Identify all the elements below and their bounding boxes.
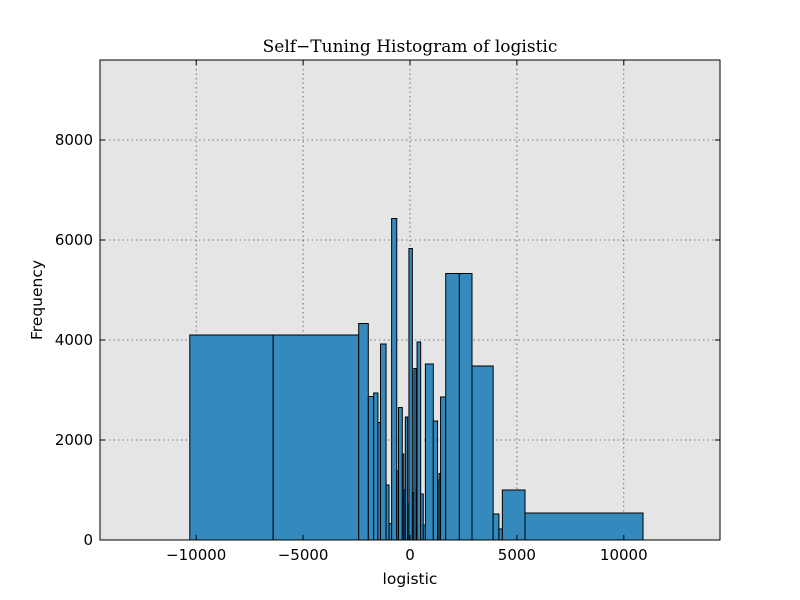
histogram-bar-23 — [424, 363, 434, 541]
histogram-bar-28 — [445, 273, 460, 541]
x-tick-label-0: −10000 — [166, 546, 226, 564]
x-tick-label-1: −5000 — [278, 546, 329, 564]
histogram-bar-24 — [432, 420, 439, 541]
histogram-bar-3 — [367, 396, 375, 541]
histogram-bar-29 — [458, 273, 473, 541]
histogram-bar-27 — [440, 396, 447, 541]
histogram-bar-9 — [391, 218, 398, 541]
y-tick-label-2: 4000 — [55, 331, 93, 349]
y-tick-label-4: 8000 — [55, 131, 93, 149]
histogram-bar-34 — [524, 512, 644, 541]
axis-ticks: −10000 −5000 0 5000 10000 0 2000 4000 6000 8000 — [55, 60, 720, 564]
histogram-bar-20 — [416, 341, 422, 541]
histogram-bar-30 — [471, 365, 494, 541]
histogram-bar-11 — [397, 407, 403, 541]
histogram-bar-0 — [189, 334, 274, 541]
histogram-bar-31 — [492, 513, 500, 541]
y-tick-label-0: 0 — [83, 531, 93, 549]
y-tick-label-3: 6000 — [55, 231, 93, 249]
histogram-bar-6 — [379, 343, 387, 541]
histogram-bars — [189, 218, 644, 541]
y-axis-label: Frequency — [28, 260, 46, 340]
y-tick-label-1: 2000 — [55, 431, 93, 449]
x-tick-label-2: 0 — [405, 546, 415, 564]
x-axis-label: logistic — [383, 570, 438, 588]
histogram-bar-2 — [358, 323, 369, 541]
histogram-bar-33 — [501, 489, 526, 541]
histogram-bar-4 — [373, 392, 379, 541]
histogram-bar-32 — [498, 528, 503, 541]
histogram-bar-16 — [408, 248, 413, 541]
x-tick-label-3: 5000 — [498, 546, 536, 564]
x-tick-label-4: 10000 — [600, 546, 648, 564]
histogram-bar-1 — [272, 334, 360, 541]
chart-title: Self−Tuning Histogram of logistic — [263, 37, 558, 57]
